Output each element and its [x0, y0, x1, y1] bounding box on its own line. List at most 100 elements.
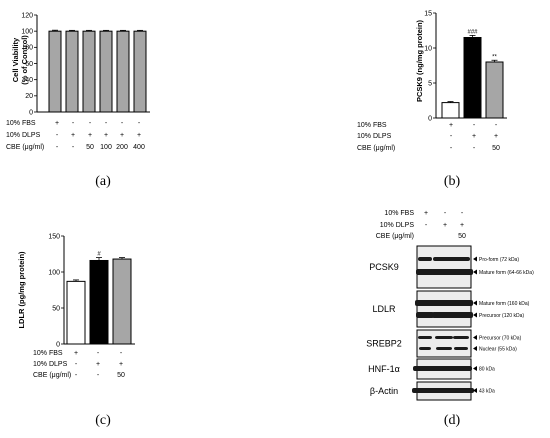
blot-band: [415, 300, 435, 306]
blot-name: SREBP2: [366, 339, 402, 349]
condition-label: 10% DLPS: [6, 132, 41, 139]
condition-label: 10% DLPS: [357, 133, 392, 140]
condition-cell: +: [443, 222, 447, 229]
band-annotation: 43 kDa: [479, 389, 495, 395]
bar: [48, 30, 62, 113]
y-tick-label: 40: [25, 77, 33, 84]
condition-cell: +: [119, 361, 123, 368]
panel-c-label: (c): [95, 413, 111, 428]
condition-cell: -: [72, 144, 75, 151]
condition-cell: +: [120, 132, 124, 139]
y-tick-label: 20: [25, 93, 33, 100]
significance-mark: ###: [467, 29, 478, 35]
blot-box: [416, 290, 472, 328]
condition-cell: -: [56, 144, 59, 151]
y-tick-label: 5: [428, 80, 432, 87]
bar: [112, 258, 132, 345]
annotation-arrow: [473, 269, 477, 275]
blot-band: [449, 312, 473, 318]
panel-a-label: (a): [95, 174, 111, 189]
panel-a-y-ticks: 0 20 40 60 80 100 120: [21, 12, 37, 116]
blot-band: [418, 336, 432, 339]
blot-box: [416, 329, 472, 358]
bar: [89, 259, 109, 345]
condition-label: 10% FBS: [33, 350, 63, 357]
condition-cell: -: [461, 210, 464, 217]
panel-b-y-ticks: 0 5 10 15: [424, 10, 436, 122]
condition-cell: 50: [458, 233, 466, 240]
condition-label: CBE (μg/ml): [357, 145, 395, 152]
condition-cell: 400: [133, 144, 145, 151]
blot-name: β-Actin: [370, 386, 398, 396]
condition-cell: -: [105, 120, 108, 127]
blot-band: [453, 336, 469, 339]
panel-b-ylabel: PCSK9 (ng/mg protein): [415, 19, 424, 102]
condition-cell: +: [104, 132, 108, 139]
y-tick-label: 10: [424, 45, 432, 52]
blot-band: [419, 347, 431, 350]
panel-d-blots: PCSK9 Pro-form (72 kDa) Mature form (64-66…: [366, 245, 534, 401]
blot-band: [454, 347, 468, 350]
blot-band: [452, 257, 470, 261]
blot-band: [416, 269, 434, 275]
blot-name: HNF-1α: [368, 364, 400, 374]
blot-box: [416, 245, 472, 289]
panel-a-conditions: 10% FBS + - - - - - 10% DLPS - + + + + + CBE (μg/ml) - -…: [6, 120, 145, 151]
bar: [133, 30, 147, 113]
panel-a-ylabel-line2: (% of Control): [20, 35, 29, 85]
panel-d-label: (d): [444, 413, 461, 428]
condition-cell: +: [74, 350, 78, 357]
blot-band: [433, 257, 455, 261]
y-tick-label: 80: [25, 45, 33, 52]
condition-cell: +: [71, 132, 75, 139]
blot-band: [450, 366, 472, 371]
condition-cell: -: [473, 122, 476, 129]
y-tick-label: 150: [48, 233, 60, 240]
y-tick-label: 0: [29, 109, 33, 116]
y-tick-label: 100: [21, 29, 33, 36]
panel-b-label: (b): [444, 174, 461, 189]
condition-cell: +: [55, 120, 59, 127]
y-tick-label: 0: [428, 115, 432, 122]
band-annotation: 80 kDa: [479, 367, 495, 373]
band-annotation: Mature form (160 kDa): [479, 301, 530, 307]
annotation-arrow: [473, 346, 477, 351]
condition-cell: -: [444, 210, 447, 217]
condition-cell: 50: [117, 372, 125, 379]
condition-label: 10% FBS: [6, 120, 36, 127]
condition-cell: -: [121, 120, 124, 127]
annotation-arrow: [473, 388, 477, 393]
blot-band: [418, 257, 432, 261]
condition-cell: +: [460, 222, 464, 229]
bar: [441, 102, 460, 119]
condition-cell: -: [473, 145, 476, 152]
panel-c-y-ticks: 0 50 100 150: [48, 233, 64, 348]
y-tick-label: 0: [56, 341, 60, 348]
annotation-arrow: [473, 256, 477, 262]
condition-cell: +: [424, 210, 428, 217]
significance-mark: **: [492, 54, 497, 60]
blot-name: PCSK9: [369, 262, 399, 272]
blot-band: [449, 269, 473, 275]
y-tick-label: 60: [25, 61, 33, 68]
band-annotation: Pro-form (72 kDa): [479, 257, 519, 263]
y-tick-label: 120: [21, 12, 33, 19]
condition-label: 10% FBS: [384, 210, 414, 217]
blot-band: [413, 366, 437, 371]
panel-a: 0 20 40 60 80 100 120 Cell Viability (% of Con…: [6, 12, 150, 189]
panel-d-conditions: 10% FBS + - - 10% DLPS - + + CBE (μg/ml) 50: [376, 210, 466, 240]
condition-cell: 50: [86, 144, 94, 151]
blot-band: [449, 300, 473, 306]
condition-cell: +: [472, 133, 476, 140]
significance-mark: #: [97, 252, 101, 258]
y-tick-label: 15: [424, 10, 432, 17]
condition-cell: -: [89, 120, 92, 127]
condition-cell: -: [97, 350, 100, 357]
band-annotation: Mature form (64-66 kDa): [479, 270, 534, 276]
blot-name: LDLR: [372, 304, 396, 314]
blot-band: [436, 347, 452, 350]
bar: [116, 30, 130, 113]
blot-band: [432, 366, 456, 371]
band-annotation: Precursor (70 kDa): [479, 336, 522, 342]
